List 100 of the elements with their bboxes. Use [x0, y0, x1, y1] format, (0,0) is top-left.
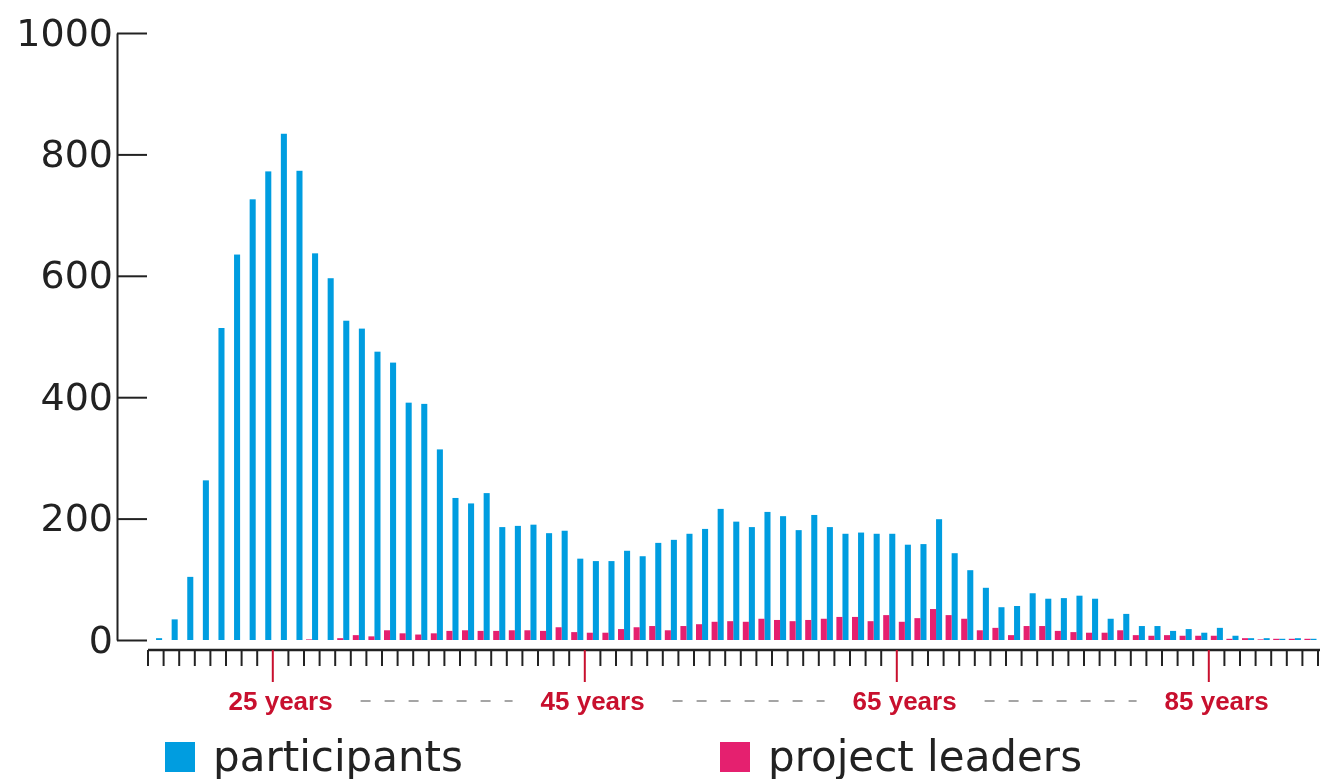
bar	[1039, 626, 1046, 640]
bar	[477, 630, 484, 640]
bar	[1170, 630, 1177, 640]
bar	[655, 542, 662, 640]
bar	[1117, 630, 1124, 640]
bar	[836, 616, 843, 640]
bar	[540, 630, 547, 640]
bar	[748, 527, 755, 640]
bar	[1123, 613, 1130, 640]
y-tick-label: 1000	[16, 10, 113, 55]
bar	[571, 632, 578, 640]
bar	[561, 530, 568, 640]
bar	[883, 615, 890, 640]
bar	[1179, 635, 1186, 640]
bar	[1185, 629, 1192, 640]
bar	[415, 634, 422, 640]
bar	[586, 632, 593, 640]
bar	[312, 253, 319, 640]
x-tick-label: 25 years	[228, 686, 333, 716]
bar	[733, 521, 740, 640]
y-tick-label: 200	[40, 496, 113, 541]
bar	[633, 627, 640, 640]
bar	[234, 254, 241, 640]
bar	[1138, 626, 1145, 640]
bar	[280, 133, 287, 640]
bar	[914, 618, 921, 640]
y-tick-label: 0	[88, 617, 113, 662]
bar	[577, 558, 584, 640]
bar	[1014, 606, 1021, 640]
bar	[508, 630, 515, 640]
bar	[795, 530, 802, 640]
bar	[368, 636, 375, 640]
bar	[702, 528, 709, 640]
x-tick-label: 45 years	[540, 686, 645, 716]
bar	[945, 615, 952, 640]
bar	[805, 619, 812, 640]
bar	[446, 630, 453, 640]
bar	[758, 618, 765, 640]
bar	[867, 621, 874, 640]
bar	[1164, 635, 1171, 640]
bar	[530, 524, 537, 640]
bar	[483, 493, 490, 640]
bar	[390, 362, 397, 640]
bar	[889, 533, 896, 640]
bar	[1092, 598, 1099, 640]
bar	[930, 609, 937, 640]
bar	[826, 527, 833, 640]
bar	[1060, 598, 1067, 640]
bar	[436, 449, 443, 640]
bar	[852, 616, 859, 640]
bar	[711, 621, 718, 640]
bar	[1054, 630, 1061, 640]
bar	[982, 587, 989, 640]
bar	[352, 635, 359, 640]
bar	[592, 561, 599, 640]
bar	[405, 402, 412, 640]
bar	[1101, 632, 1108, 640]
bar	[187, 576, 194, 640]
bar	[639, 556, 646, 640]
bar	[343, 320, 350, 640]
bar	[524, 630, 531, 640]
bar	[774, 619, 781, 640]
bar	[618, 629, 625, 640]
bar	[296, 170, 303, 640]
bar	[202, 480, 209, 640]
bar	[358, 328, 365, 640]
y-tick-label: 600	[40, 253, 113, 298]
bar	[717, 508, 724, 640]
bar	[1008, 635, 1015, 640]
bar	[249, 199, 256, 640]
bar	[951, 553, 958, 640]
bar	[1195, 635, 1202, 640]
bar	[493, 630, 500, 640]
bar	[171, 619, 178, 640]
bar	[514, 525, 521, 640]
bar	[1148, 635, 1155, 640]
bar	[904, 544, 911, 640]
bar	[399, 633, 406, 640]
bar	[602, 632, 609, 640]
bar	[686, 533, 693, 640]
bar	[680, 626, 687, 640]
bar	[462, 630, 469, 640]
bar	[624, 550, 631, 640]
bar	[265, 171, 272, 640]
bar	[936, 519, 943, 640]
bar	[421, 403, 428, 640]
x-tick-label: 65 years	[852, 686, 957, 716]
bar	[858, 532, 865, 640]
bar	[546, 533, 553, 640]
bar	[327, 278, 334, 640]
bar	[1154, 626, 1161, 640]
bar	[1086, 632, 1093, 640]
bar	[430, 633, 437, 640]
bar	[842, 533, 849, 640]
bar	[696, 624, 703, 640]
bar	[898, 621, 905, 640]
bar	[1216, 627, 1223, 640]
bar	[1070, 632, 1077, 640]
bar	[1023, 626, 1030, 640]
bar	[555, 627, 562, 640]
